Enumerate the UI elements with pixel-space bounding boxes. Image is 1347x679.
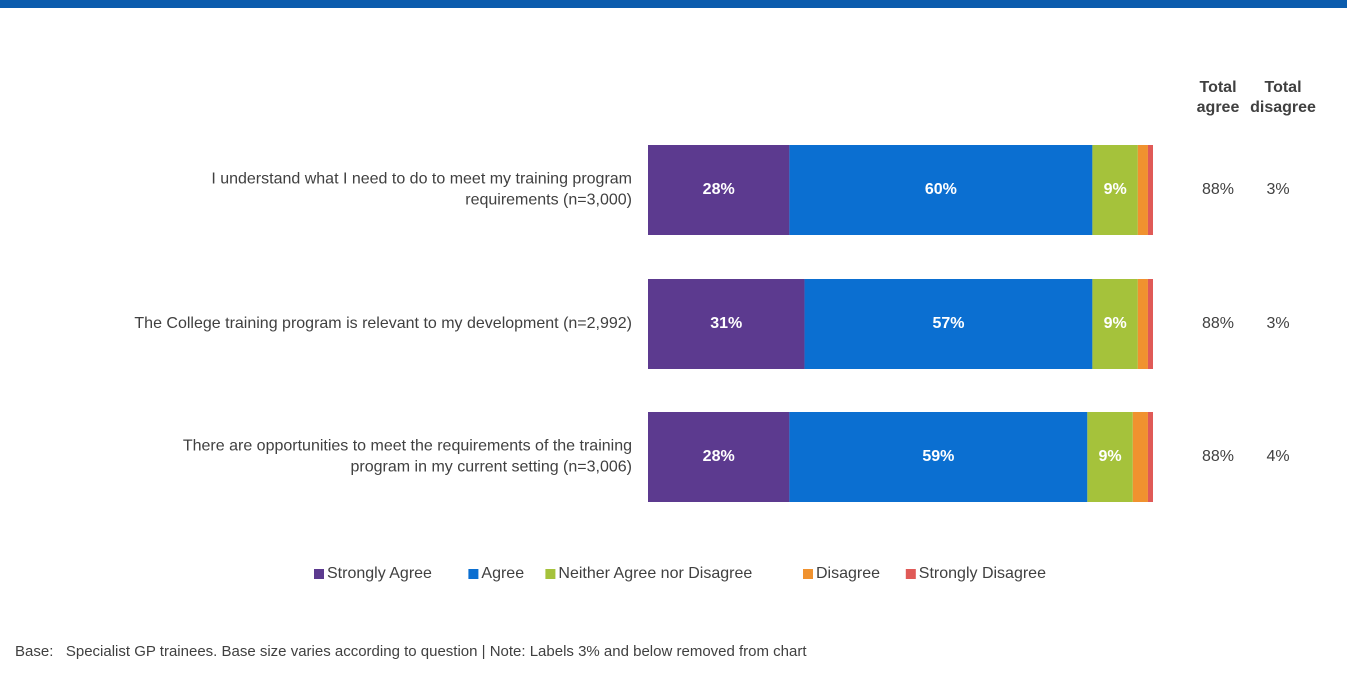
bar-segment	[1137, 279, 1148, 369]
total-value: 3%	[1266, 181, 1289, 198]
total-header: Total	[1264, 79, 1301, 96]
total-header: Total	[1199, 79, 1236, 96]
bar-segment	[648, 279, 805, 369]
data-label: 60%	[925, 181, 957, 198]
category-label: There are opportunities to meet the requ…	[183, 438, 632, 455]
category-label: program in my current setting (n=3,006)	[351, 459, 632, 476]
bar-segment	[789, 412, 1088, 502]
total-value: 3%	[1266, 315, 1289, 332]
bar-segment	[1132, 412, 1148, 502]
total-header: disagree	[1250, 99, 1316, 116]
category-label: requirements (n=3,000)	[465, 192, 632, 209]
legend-label: Strongly Disagree	[919, 565, 1046, 582]
bar-segment	[1147, 145, 1153, 235]
legend-label: Disagree	[816, 565, 880, 582]
legend-label: Agree	[481, 565, 524, 582]
data-label: 9%	[1104, 181, 1127, 198]
bar-segment	[1092, 145, 1138, 235]
legend-swatch	[314, 569, 324, 579]
total-value: 4%	[1266, 448, 1289, 465]
top-banner	[0, 0, 1347, 8]
data-label: 28%	[703, 181, 735, 198]
data-label: 57%	[932, 315, 964, 332]
bar-segment	[789, 145, 1093, 235]
total-value: 88%	[1202, 181, 1234, 198]
legend-label: Strongly Agree	[327, 565, 432, 582]
bar-segment	[1137, 145, 1148, 235]
data-label: 59%	[922, 448, 954, 465]
data-label: 9%	[1104, 315, 1127, 332]
data-label: 9%	[1099, 448, 1122, 465]
bar-segment	[1147, 279, 1153, 369]
legend-swatch	[468, 569, 479, 579]
legend-swatch	[803, 569, 813, 579]
legend-swatch	[905, 569, 916, 579]
legend-label: Neither Agree nor Disagree	[558, 565, 752, 582]
total-header: agree	[1197, 99, 1240, 116]
bar-segment	[648, 145, 790, 235]
bar-segment	[1147, 412, 1153, 502]
category-label: I understand what I need to do to meet m…	[211, 171, 632, 188]
category-label: The College training program is relevant…	[134, 315, 632, 332]
bar-segment	[804, 279, 1093, 369]
bar-segment	[1092, 279, 1138, 369]
data-label: 31%	[710, 315, 742, 332]
data-label: 28%	[703, 448, 735, 465]
bar-segment	[1087, 412, 1133, 502]
footnote: Base: Specialist GP trainees. Base size …	[15, 643, 807, 660]
legend-swatch	[545, 569, 556, 579]
bar-segment	[648, 412, 790, 502]
total-value: 88%	[1202, 448, 1234, 465]
total-value: 88%	[1202, 315, 1234, 332]
